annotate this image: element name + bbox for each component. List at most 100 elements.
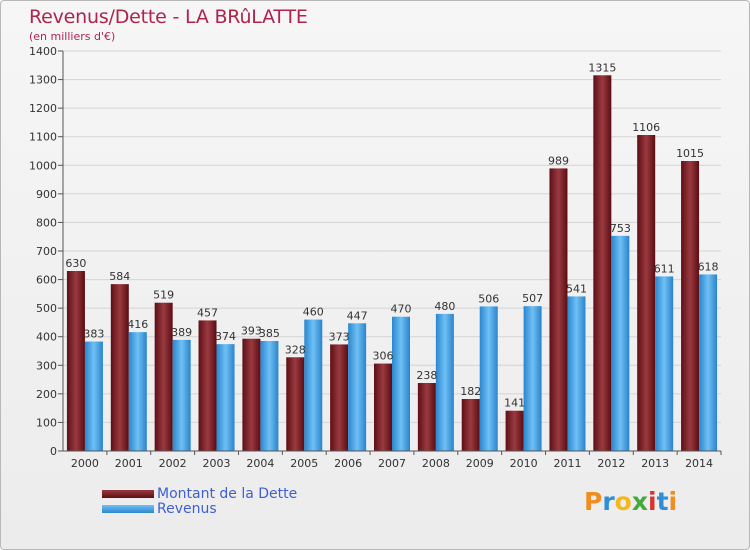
x-tick-label: 2001 <box>115 457 143 470</box>
data-label-dette: 328 <box>285 343 306 356</box>
bar-dette <box>66 271 85 451</box>
bar-dette <box>637 135 656 451</box>
data-label-dette: 519 <box>153 289 174 302</box>
x-tick-label: 2000 <box>71 457 99 470</box>
x-tick-label: 2005 <box>290 457 318 470</box>
x-tick-label: 2003 <box>203 457 231 470</box>
data-label-dette: 182 <box>460 385 481 398</box>
data-label-dette: 457 <box>197 306 218 319</box>
data-label-dette: 141 <box>504 397 525 410</box>
y-tick-label: 1100 <box>29 131 57 144</box>
y-tick-label: 1000 <box>29 159 57 172</box>
bar-dette <box>681 161 700 451</box>
data-label-dette: 373 <box>329 330 350 343</box>
y-tick-label: 0 <box>50 445 57 458</box>
bar-dette <box>110 284 129 451</box>
data-label-revenus: 374 <box>215 330 236 343</box>
data-label-revenus: 383 <box>83 328 104 341</box>
data-label-dette: 238 <box>416 369 437 382</box>
legend-swatch-debt <box>102 490 154 498</box>
bar-revenus <box>128 332 147 451</box>
x-tick-label: 2007 <box>378 457 406 470</box>
logo-letter: P <box>584 487 603 516</box>
legend-label-revenus: Revenus <box>157 501 217 517</box>
data-label-dette: 393 <box>241 325 262 338</box>
x-tick-label: 2008 <box>422 457 450 470</box>
y-tick-label: 400 <box>36 331 57 344</box>
logo-letter: o <box>614 487 632 516</box>
bar-revenus <box>304 319 323 451</box>
y-tick-label: 200 <box>36 388 57 401</box>
bar-dette <box>417 383 436 451</box>
chart-title: Revenus/Dette - LA BRûLATTE <box>29 6 308 28</box>
bar-revenus <box>435 313 454 451</box>
bar-dette <box>549 168 568 451</box>
proxiti-logo: Proxiti <box>584 487 677 516</box>
data-label-revenus: 460 <box>303 306 324 319</box>
y-tick-label: 300 <box>36 359 57 372</box>
legend-label-debt: Montant de la Dette <box>157 486 298 502</box>
bar-revenus <box>348 323 367 451</box>
bar-revenus <box>84 341 103 451</box>
bar-dette <box>330 344 349 451</box>
data-label-revenus: 480 <box>434 300 455 313</box>
data-label-dette: 630 <box>65 257 86 270</box>
chart-subtitle: (en milliers d'€) <box>29 30 116 43</box>
bar-revenus <box>523 306 542 451</box>
bar-dette <box>374 363 392 451</box>
y-tick-label: 800 <box>36 216 57 229</box>
y-tick-label: 1400 <box>29 45 57 58</box>
data-label-dette: 1015 <box>676 147 704 160</box>
x-tick-label: 2011 <box>553 457 581 470</box>
data-label-revenus: 470 <box>391 303 412 316</box>
bar-dette <box>154 302 173 451</box>
data-label-dette: 306 <box>373 350 394 363</box>
x-tick-label: 2012 <box>597 457 625 470</box>
data-label-dette: 1315 <box>588 61 616 74</box>
y-tick-label: 600 <box>36 274 57 287</box>
x-tick-label: 2014 <box>685 457 713 470</box>
data-label-dette: 989 <box>548 154 569 167</box>
y-tick-label: 1300 <box>29 74 57 87</box>
data-label-revenus: 416 <box>127 318 148 331</box>
data-label-revenus: 506 <box>478 292 499 305</box>
y-tick-label: 500 <box>36 302 57 315</box>
x-tick-label: 2013 <box>641 457 669 470</box>
bar-revenus <box>392 316 410 451</box>
data-label-revenus: 611 <box>654 262 675 275</box>
data-label-revenus: 507 <box>522 292 543 305</box>
bar-revenus <box>611 235 630 451</box>
x-tick-label: 2002 <box>159 457 187 470</box>
y-tick-label: 900 <box>36 188 57 201</box>
data-label-dette: 1106 <box>632 121 660 134</box>
data-label-revenus: 389 <box>171 326 192 339</box>
bar-revenus <box>216 344 235 451</box>
x-tick-label: 2004 <box>246 457 274 470</box>
bar-revenus <box>260 341 279 451</box>
bar-revenus <box>172 339 191 451</box>
bar-revenus <box>655 276 674 451</box>
bar-dette <box>593 75 612 452</box>
data-label-revenus: 447 <box>347 309 368 322</box>
y-tick-label: 100 <box>36 416 57 429</box>
y-tick-label: 1200 <box>29 102 57 115</box>
logo-letter: i <box>648 487 657 516</box>
y-tick-label: 700 <box>36 245 57 258</box>
bar-dette <box>242 338 261 451</box>
x-tick-label: 2010 <box>510 457 538 470</box>
data-label-dette: 584 <box>109 270 130 283</box>
bar-dette <box>198 320 217 451</box>
bar-revenus <box>479 306 498 451</box>
legend-swatch-revenus <box>102 505 154 513</box>
logo-letter: t <box>656 487 669 516</box>
data-label-revenus: 541 <box>566 282 587 295</box>
logo-letter: x <box>631 487 648 516</box>
data-label-revenus: 385 <box>259 327 280 340</box>
x-tick-label: 2006 <box>334 457 362 470</box>
data-label-revenus: 618 <box>698 260 719 273</box>
bar-revenus <box>699 274 718 451</box>
bar-dette <box>505 410 524 451</box>
logo-letter: r <box>602 487 615 516</box>
